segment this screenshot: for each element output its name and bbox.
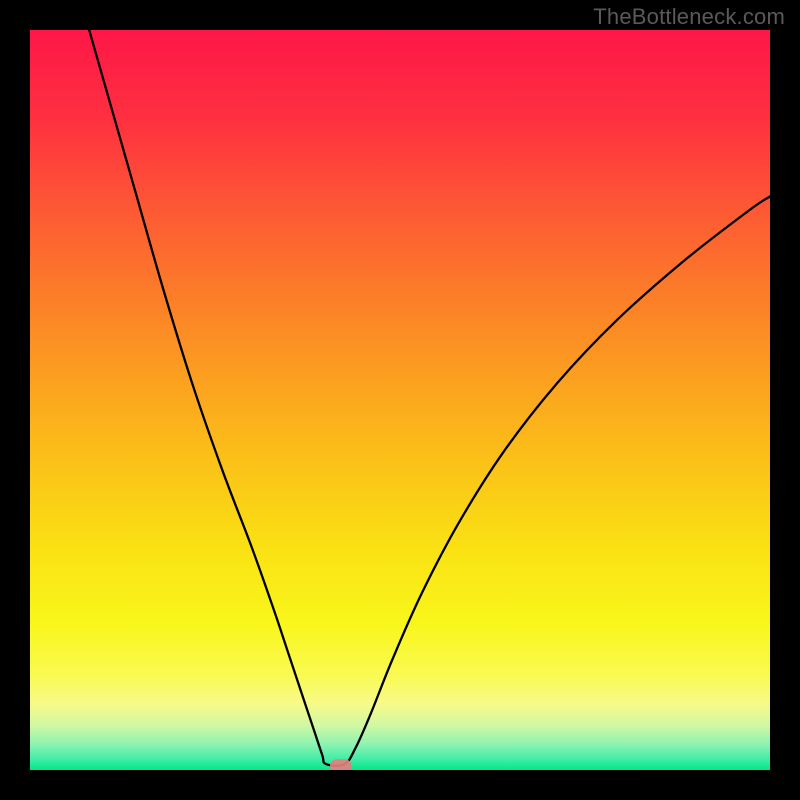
gradient-background — [30, 30, 770, 770]
chart-svg — [30, 30, 770, 770]
optimal-point-marker — [330, 759, 352, 770]
plot-area — [30, 30, 770, 770]
watermark-text: TheBottleneck.com — [593, 4, 785, 30]
frame-border: TheBottleneck.com — [0, 0, 800, 800]
